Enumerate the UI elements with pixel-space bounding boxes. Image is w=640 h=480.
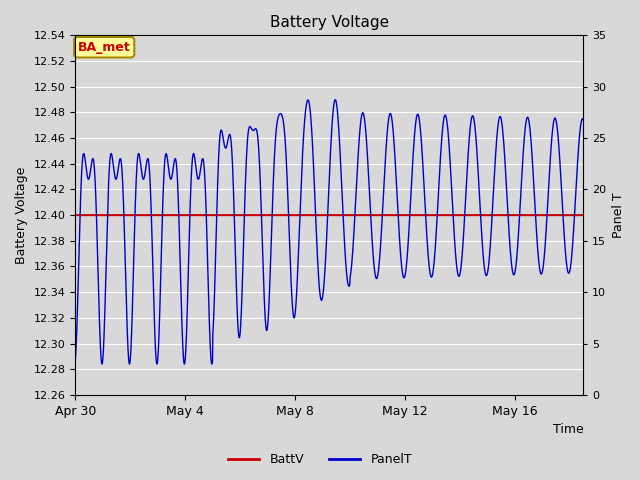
Title: Battery Voltage: Battery Voltage [269,15,389,30]
Y-axis label: Battery Voltage: Battery Voltage [15,167,28,264]
Legend: BattV, PanelT: BattV, PanelT [223,448,417,471]
Text: BA_met: BA_met [78,41,131,54]
Y-axis label: Panel T: Panel T [612,192,625,238]
X-axis label: Time: Time [552,423,583,436]
